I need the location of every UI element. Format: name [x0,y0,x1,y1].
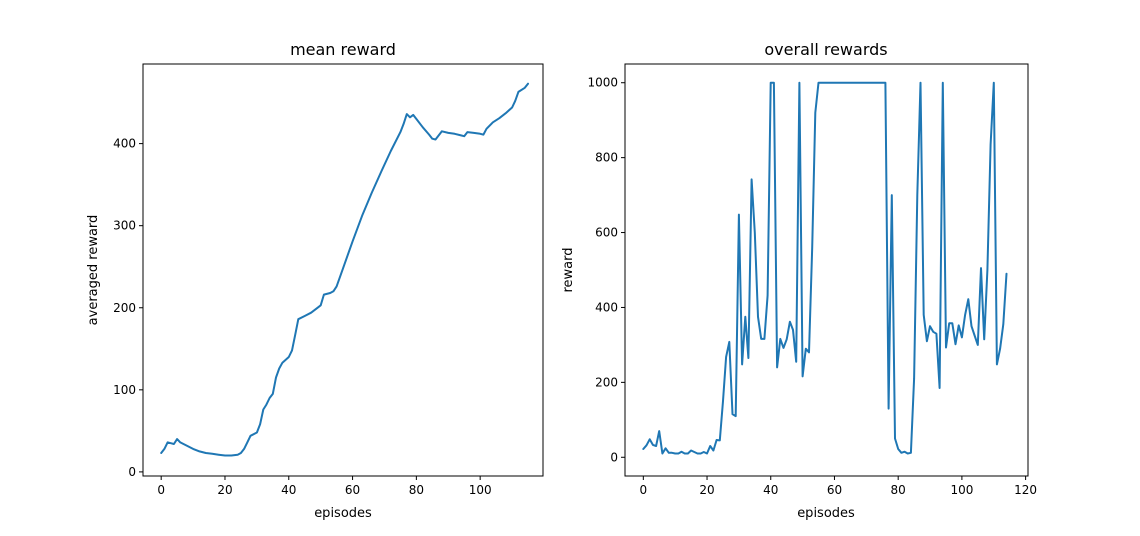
left-axes-frame [142,63,544,477]
left-y-tick-label: 100 [113,383,136,397]
right-y-tick-label: 800 [595,151,618,165]
left-chart-title: mean reward [290,40,396,59]
right-y-tick-label: 1000 [587,76,618,90]
left-x-ticks: 0 20 40 60 80 100 [157,476,492,497]
left-x-tick-label: 40 [281,483,296,497]
left-y-tick-label: 300 [113,219,136,233]
left-y-tick-label: 0 [128,465,136,479]
left-x-axis-label: episodes [314,506,372,521]
right-axes-frame [624,63,1029,477]
left-x-tick-label: 100 [469,483,492,497]
right-chart-title: overall rewards [764,40,887,59]
left-x-tick-label: 60 [345,483,360,497]
right-subplot: 0 20 40 60 80 100 120 0 200 400 600 800 1000 overal… [561,40,1037,521]
right-x-tick-label: 80 [891,483,906,497]
left-subplot: 0 20 40 60 80 100 0 100 200 300 400 mean reward e… [86,40,544,521]
right-x-tick-label: 60 [827,483,842,497]
left-x-tick-label: 0 [157,483,165,497]
overall-rewards-line [642,81,1008,455]
right-y-tick-label: 600 [595,226,618,240]
right-x-tick-label: 40 [763,483,778,497]
right-x-ticks: 0 20 40 60 80 100 120 [639,476,1037,497]
right-x-tick-label: 0 [639,483,647,497]
left-y-tick-label: 200 [113,301,136,315]
right-y-tick-label: 400 [595,300,618,314]
left-y-axis-label: averaged reward [86,215,101,326]
left-y-tick-label: 400 [113,137,136,151]
right-x-axis-label: episodes [797,506,855,521]
mean-reward-line [160,82,529,457]
right-x-tick-label: 100 [950,483,973,497]
left-x-tick-label: 80 [409,483,424,497]
right-y-ticks: 0 200 400 600 800 1000 [587,76,625,464]
right-x-tick-label: 120 [1014,483,1037,497]
right-y-tick-label: 0 [610,450,618,464]
right-y-tick-label: 200 [595,375,618,389]
right-y-axis-label: reward [561,247,576,292]
right-x-tick-label: 20 [699,483,714,497]
left-y-ticks: 0 100 200 300 400 [113,137,143,479]
left-x-tick-label: 20 [217,483,232,497]
